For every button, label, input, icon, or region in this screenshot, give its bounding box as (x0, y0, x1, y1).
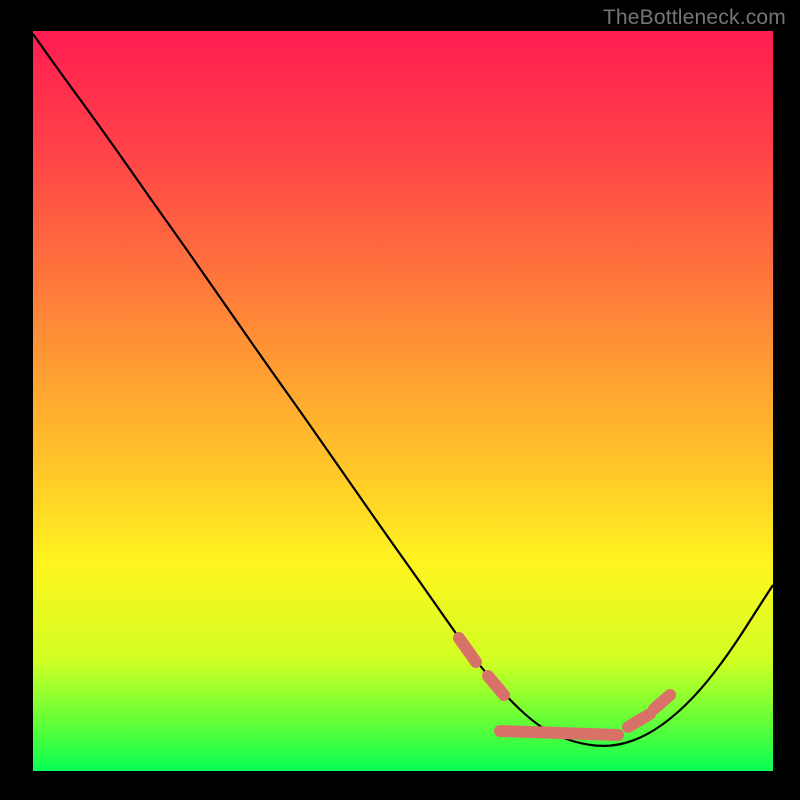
bottleneck-curve (33, 34, 773, 746)
trough-marker-segment (628, 714, 650, 727)
trough-marker-segment (459, 638, 476, 662)
curve-svg (0, 0, 800, 800)
chart-frame: TheBottleneck.com (0, 0, 800, 800)
trough-marker-segment (654, 695, 670, 709)
trough-marker-segment (488, 676, 504, 695)
trough-marker-segment (500, 731, 618, 735)
marker-group (459, 638, 670, 735)
